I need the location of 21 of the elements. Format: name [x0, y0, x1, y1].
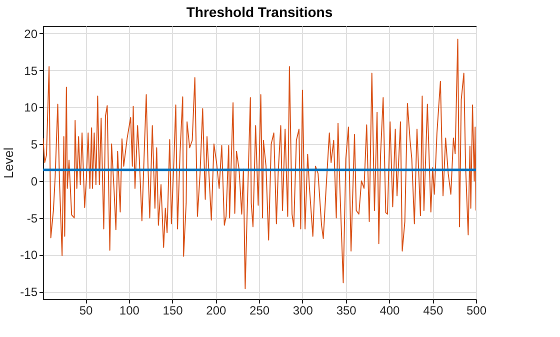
- y-tick-label: -5: [26, 211, 38, 226]
- x-tick-label: 350: [336, 304, 357, 318]
- line-series: [43, 38, 476, 290]
- y-axis-title: Level: [1, 147, 16, 179]
- x-tick-label: 450: [423, 304, 444, 318]
- y-tick-label: 5: [30, 138, 38, 152]
- x-tick-label: 150: [162, 304, 184, 318]
- y-tick-label: -15: [20, 285, 38, 300]
- x-tick-label: 400: [380, 304, 400, 318]
- x-tick-label: 250: [250, 304, 270, 318]
- y-tick-label: 15: [24, 64, 38, 78]
- y-tick-label: 0: [30, 174, 38, 188]
- x-tick-label: 200: [206, 304, 227, 318]
- x-tick-label: 500: [466, 304, 487, 318]
- y-tick-label: 10: [24, 100, 38, 115]
- x-tick-label: 300: [292, 304, 314, 318]
- x-tick-label: 50: [79, 304, 94, 318]
- y-tick-label: 20: [24, 26, 38, 41]
- x-tick-label: 100: [119, 304, 140, 318]
- chart-title: Threshold Transitions: [186, 4, 333, 20]
- y-tick-label: -10: [20, 248, 38, 262]
